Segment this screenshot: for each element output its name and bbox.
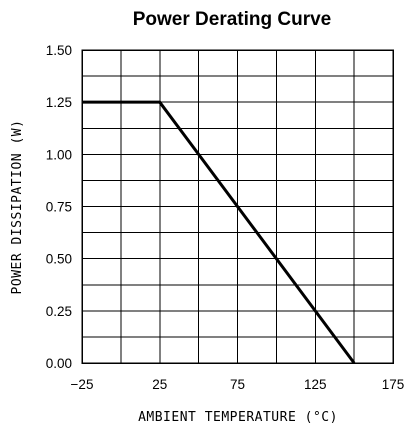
y-tick-label-2: 0.25	[46, 304, 72, 319]
x-tick-label-4: 75	[230, 377, 245, 392]
y-tick-label-4: 0.50	[46, 252, 72, 267]
x-tick-label-2: 25	[152, 377, 167, 392]
y-tick-label-10: 1.25	[46, 95, 72, 110]
series-line-0	[82, 100, 356, 364]
grid	[81, 49, 394, 364]
x-tick-label-0: −25	[71, 377, 94, 392]
x-axis-label: AMBIENT TEMPERATURE (°C)	[138, 410, 338, 425]
y-tick-label-8: 1.00	[46, 147, 72, 162]
y-tick-label-6: 0.75	[46, 200, 72, 215]
x-tick-label-8: 175	[382, 377, 405, 392]
tick-labels: −25 25 75 125 175 0.00 0.25 0.50 0.75 1.00 1.25 1.5…	[46, 43, 405, 392]
plot-frame	[81, 49, 394, 364]
y-tick-label-0: 0.00	[46, 356, 72, 371]
chart-title: Power Derating Curve	[133, 9, 332, 30]
series-layer	[82, 100, 356, 364]
x-tick-label-6: 125	[304, 377, 327, 392]
y-axis-label: POWER DISSIPATION (W)	[10, 120, 25, 295]
y-tick-label-12: 1.50	[46, 43, 72, 58]
